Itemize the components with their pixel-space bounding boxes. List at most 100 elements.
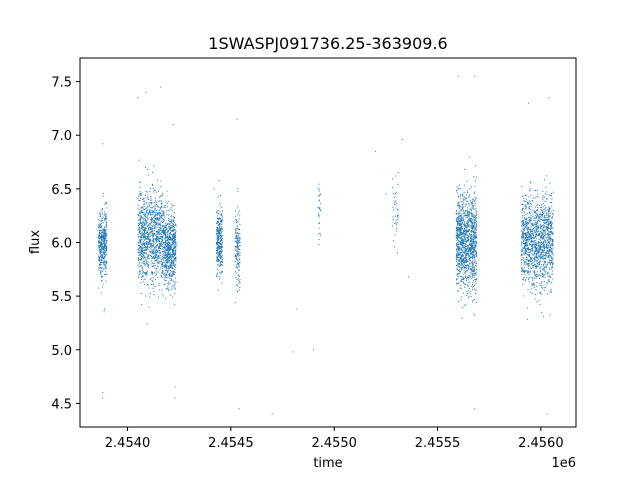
data-point: [141, 252, 143, 254]
data-point: [537, 250, 539, 252]
data-point: [103, 226, 105, 228]
data-point: [522, 247, 524, 249]
data-point: [530, 270, 532, 272]
data-point: [144, 283, 146, 285]
data-point: [524, 249, 526, 251]
data-point: [104, 252, 106, 254]
data-point: [532, 209, 534, 211]
data-point: [142, 271, 144, 273]
data-point: [533, 211, 535, 213]
data-point: [535, 218, 537, 220]
data-point: [99, 245, 101, 247]
data-point: [160, 195, 162, 197]
data-point: [220, 261, 222, 263]
data-point: [458, 270, 460, 272]
data-point: [472, 287, 474, 289]
data-point: [533, 284, 535, 286]
data-point: [542, 236, 544, 238]
data-point: [174, 284, 176, 286]
data-point: [166, 260, 168, 262]
data-point: [221, 261, 223, 263]
data-point: [158, 212, 160, 214]
data-point: [104, 274, 106, 276]
data-point: [541, 229, 543, 231]
data-point: [472, 212, 474, 214]
data-point: [142, 269, 144, 271]
data-point: [536, 206, 538, 208]
data-point: [173, 234, 175, 236]
data-point: [165, 266, 167, 268]
data-point: [167, 261, 168, 263]
data-point: [219, 256, 221, 258]
data-point: [541, 249, 543, 251]
data-point: [460, 268, 462, 270]
data-point: [155, 221, 157, 223]
data-point: [461, 263, 463, 265]
data-point: [475, 255, 477, 257]
data-point: [145, 272, 147, 274]
data-point: [538, 214, 540, 216]
data-point: [236, 258, 238, 260]
data-point: [218, 179, 220, 181]
data-point: [105, 213, 107, 215]
data-point: [174, 287, 176, 289]
data-point: [216, 251, 218, 253]
data-point: [156, 191, 158, 193]
data-point: [148, 213, 150, 215]
data-point: [218, 224, 220, 226]
data-point: [549, 202, 551, 204]
data-point: [161, 263, 163, 265]
data-point: [540, 250, 542, 252]
data-point: [548, 248, 550, 250]
data-point: [474, 226, 476, 228]
data-point: [153, 216, 155, 218]
data-point: [218, 241, 220, 243]
data-point: [468, 224, 470, 226]
data-point: [157, 296, 159, 298]
data-point: [470, 221, 472, 223]
data-point: [161, 210, 163, 212]
data-point: [166, 228, 168, 230]
data-point: [163, 219, 165, 221]
data-point: [457, 218, 459, 220]
data-point: [470, 201, 472, 203]
data-point: [150, 232, 152, 234]
data-point: [469, 248, 471, 250]
data-point: [218, 260, 220, 262]
data-point: [101, 250, 103, 252]
data-point: [469, 260, 471, 262]
data-point: [234, 254, 236, 256]
data-point: [168, 273, 170, 275]
data-point: [464, 221, 465, 223]
data-point: [221, 270, 223, 272]
data-point: [217, 228, 219, 230]
data-point: [465, 239, 467, 241]
data-point: [168, 228, 170, 230]
data-point: [545, 263, 547, 265]
data-point: [318, 222, 320, 224]
data-point: [472, 245, 474, 246]
data-point: [169, 236, 171, 238]
data-point: [167, 200, 169, 202]
data-point: [98, 233, 100, 235]
data-point: [142, 225, 144, 227]
data-point: [465, 227, 467, 229]
data-point: [462, 243, 464, 245]
data-point: [542, 257, 544, 259]
data-point: [468, 220, 470, 222]
data-point: [473, 237, 475, 238]
data-point: [537, 203, 539, 205]
data-point: [473, 239, 475, 241]
data-point: [169, 283, 171, 285]
data-point: [154, 260, 156, 262]
data-point: [169, 247, 171, 249]
data-point: [456, 192, 458, 194]
data-point: [392, 216, 394, 218]
data-point: [161, 238, 163, 240]
data-point: [238, 252, 240, 254]
data-point: [235, 266, 237, 268]
data-point: [466, 220, 468, 222]
data-point: [464, 271, 466, 273]
data-point: [474, 224, 476, 226]
data-point: [103, 248, 105, 250]
